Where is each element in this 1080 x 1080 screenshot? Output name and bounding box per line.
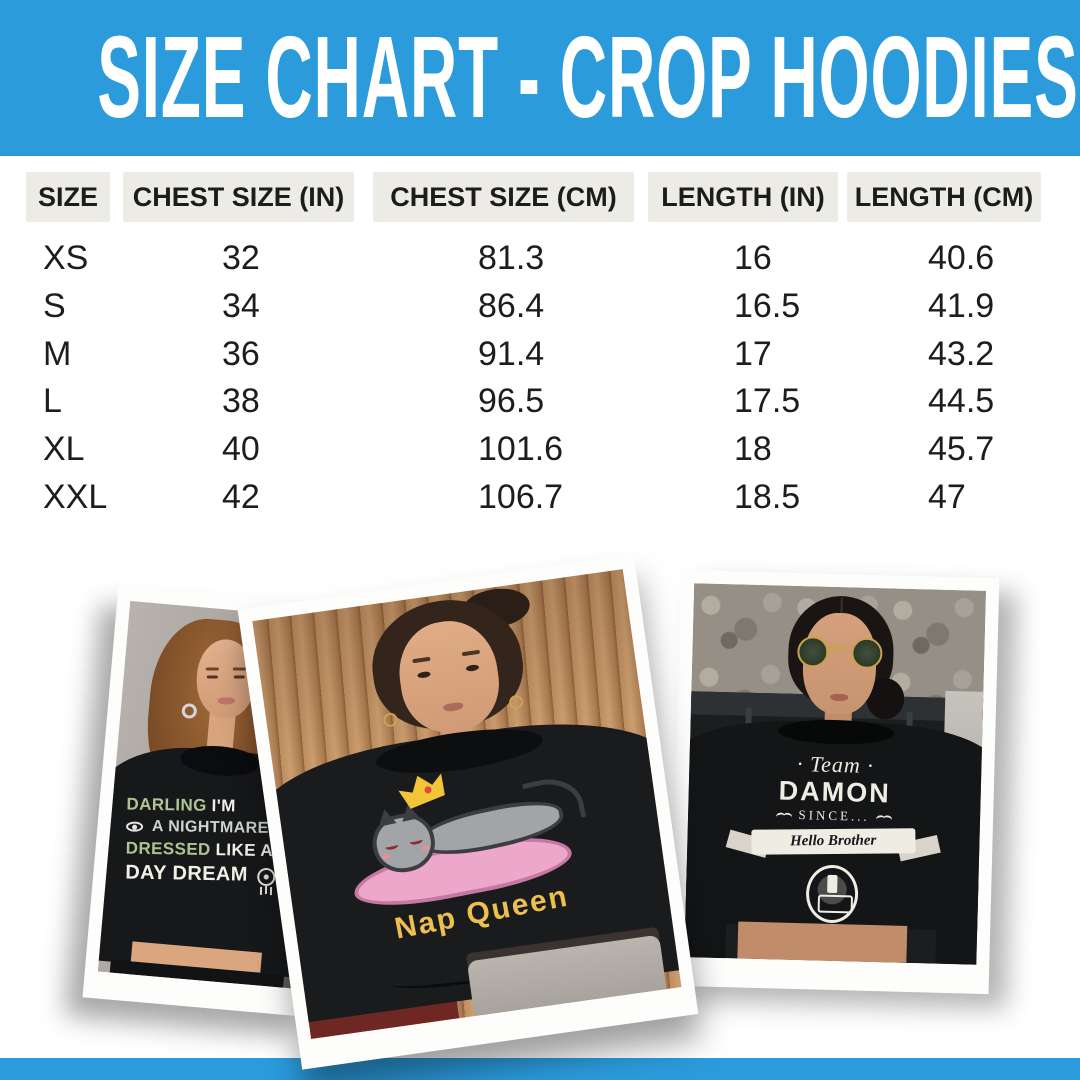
chest-cm-value: 96.5 [478,382,545,420]
column-header-length-cm: LENGTH (CM) [847,172,1041,222]
table-row: L 38 96.5 17.5 44.5 [0,378,1080,424]
hoodie-sleeve [935,873,985,965]
column-header-chest-in: CHEST SIZE (IN) [123,172,354,222]
ribbon-banner: Hello Brother [725,826,942,862]
chest-in-value: 42 [222,478,260,516]
table-row: XS 32 81.3 16 40.6 [0,235,1080,281]
size-value: S [43,287,66,325]
table-row: XXL 42 106.7 18.5 47 [0,474,1080,520]
length-cm-value: 43.2 [928,335,995,373]
print-text-dressed: DRESSED [125,838,212,859]
product-photo-team-damon: · Team · DAMON SINCE... Hello Brother [670,569,1000,995]
print-text-damon: DAMON [778,775,892,809]
size-value: M [43,335,72,373]
eye [233,675,245,679]
lips [442,701,464,712]
chest-cm-value: 81.3 [478,239,545,277]
length-in-value: 16.5 [734,287,801,325]
chest-in-value: 38 [222,382,260,420]
table-row: M 36 91.4 17 43.2 [0,331,1080,377]
ring-crest-icon [805,864,859,924]
print-text-nightmare: A NIGHTMARE [151,818,269,838]
length-cm-value: 40.6 [928,239,995,277]
product-photo-nap-queen: Nap Queen [237,554,699,1070]
length-cm-value: 45.7 [928,430,995,468]
chest-cm-value: 91.4 [478,335,545,373]
header-banner: SIZE CHART - CROP HOODIES [0,0,1080,156]
eye [206,675,218,679]
print-text-im: I'M [211,796,237,816]
chest-in-value: 34 [222,287,260,325]
chest-cm-value: 101.6 [478,430,564,468]
cat-ear [375,807,397,828]
lips [217,697,235,705]
length-in-value: 17 [734,335,772,373]
column-header-length-in: LENGTH (IN) [648,172,838,222]
table-row: XL 40 101.6 18 45.7 [0,426,1080,472]
print-text-like-a: LIKE A [215,839,274,860]
table-row: S 34 86.4 16.5 41.9 [0,283,1080,329]
cat-head [367,802,441,879]
chest-in-value: 32 [222,239,260,277]
cat-closed-eye [384,841,399,852]
eyebrow [205,667,219,671]
sunglasses-lens [850,637,883,670]
length-in-value: 17.5 [734,382,801,420]
eye [465,663,480,672]
print-text-day-dream: DAY DREAM [125,861,249,886]
chest-in-value: 40 [222,430,260,468]
length-cm-value: 44.5 [928,382,995,420]
cat-blush [381,853,391,861]
sunglasses-lens [797,636,829,669]
lips [829,693,848,701]
sunglasses-bridge [827,647,846,651]
print-text-since: SINCE... [798,806,870,824]
cat-closed-eye [408,836,424,846]
model-midriff [736,921,908,963]
chest-cm-value: 86.4 [478,287,545,325]
round-sunglasses-icon [797,636,883,672]
dreamcatcher-doodle-icon [257,867,276,886]
bird-icon [776,810,792,818]
eye [416,670,431,679]
eyebrow [232,667,246,671]
length-in-value: 18.5 [734,478,801,516]
size-value: L [43,382,62,420]
hood-shadow [778,718,895,746]
size-value: XS [43,239,89,277]
column-header-size: SIZE [26,172,110,222]
hoop-earring-icon [180,702,198,719]
chest-cm-value: 106.7 [478,478,564,516]
cat-body [416,792,568,863]
footer-accent-bar [0,1058,1080,1080]
print-text-hello-brother: Hello Brother [751,828,916,855]
size-value: XXL [43,478,108,516]
hoodie-sleeve [684,867,728,959]
length-in-value: 18 [734,430,772,468]
print-text-darling: DARLING [126,794,208,815]
eye-doodle-icon [126,821,144,833]
eyebrow [412,657,431,664]
length-cm-value: 47 [928,478,966,516]
size-value: XL [43,430,85,468]
hoodie-print-team-damon: · Team · DAMON SINCE... Hello Brother [725,749,942,926]
chest-in-value: 36 [222,335,260,373]
bird-icon [876,813,892,821]
eyebrow [461,650,481,657]
column-header-chest-cm: CHEST SIZE (CM) [373,172,634,222]
page-title: SIZE CHART - CROP HOODIES [97,12,1079,142]
cat-blush [420,845,430,852]
length-in-value: 16 [734,239,772,277]
length-cm-value: 41.9 [928,287,995,325]
